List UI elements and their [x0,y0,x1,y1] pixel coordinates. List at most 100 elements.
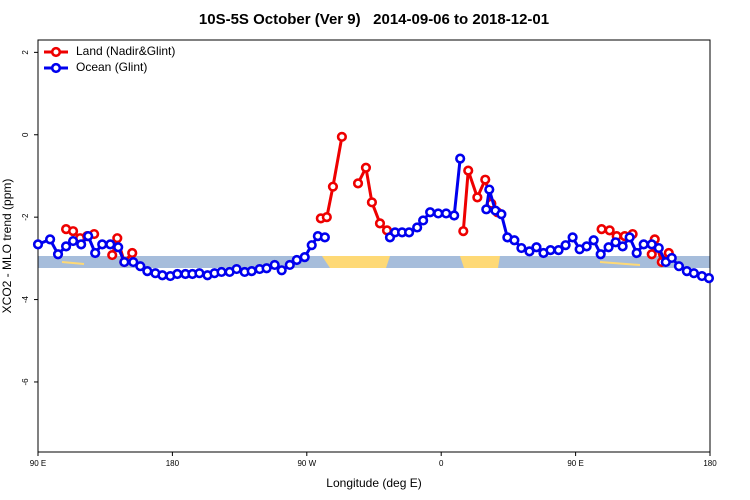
data-point [509,235,520,246]
data-point [481,204,492,215]
data-point [581,241,592,252]
surface-strip [38,256,710,268]
data-point [291,254,302,266]
data-point [321,212,332,223]
data-point [567,232,578,243]
data-point [610,237,621,248]
data-point [703,273,715,284]
data-point [524,246,535,257]
data-point [127,247,138,259]
data-point [553,245,564,256]
legend-marker [50,46,62,58]
data-point [516,242,527,254]
data-point [299,252,310,263]
data-point [638,239,649,250]
data-point [412,222,423,233]
series-line [65,136,670,264]
data-point [194,268,205,279]
legend-label: Land (Nadir&Glint) [76,44,175,58]
chart-title: 10S-5S October (Ver 9) 2014-09-06 to 201… [199,11,549,28]
data-point [319,232,330,243]
data-point [484,184,495,195]
data-point [688,268,699,279]
data-point [596,224,607,235]
data-point [67,235,79,247]
data-point [306,240,317,251]
data-point [449,210,460,221]
y-tick-label: 0 [21,132,30,137]
data-point [83,231,94,242]
data-point [216,266,227,278]
data-point [631,247,642,259]
data-point [480,174,491,185]
data-point [455,153,466,164]
data-point [560,240,571,251]
data-point [458,226,469,237]
data-point [60,241,72,252]
data-point [352,178,364,189]
x-tick-label: 0 [439,459,444,468]
data-point [433,208,444,219]
land-strip [322,256,390,268]
legend-marker [50,62,62,74]
data-point [128,256,139,268]
data-point [142,266,153,277]
data-point [604,225,615,236]
data-point [172,268,183,280]
data-point [135,261,146,272]
data-point [673,261,685,272]
data-point [617,241,628,252]
data-point [496,209,507,220]
y-tick-label: -4 [21,295,30,303]
data-point [366,197,378,208]
data-point [261,263,272,274]
data-point [418,215,429,226]
x-tick-label: 90 E [30,459,46,468]
data-point [107,249,118,261]
data-point [246,266,257,277]
data-point [646,249,657,260]
data-point [32,239,44,250]
x-tick-label: 180 [703,459,717,468]
data-point [276,265,287,276]
x-tick-label: 180 [166,459,180,468]
data-point [374,218,386,229]
data-point [624,232,635,243]
data-point [119,256,130,268]
data-point [588,235,599,246]
data-point [97,239,108,250]
data-point [112,233,123,244]
data-point [603,242,614,253]
x-tick-label: 90 W [297,459,316,468]
data-point [666,252,677,264]
data-point [231,263,242,275]
data-point [52,249,64,260]
land-strip [460,256,500,268]
data-point [545,245,556,256]
data-point [157,270,168,281]
data-point [76,239,87,250]
data-point [653,242,664,254]
data-point [105,239,116,250]
data-point [90,247,101,259]
data-point [463,165,474,176]
land-strip [61,261,641,266]
data-point [327,181,339,192]
data-point [113,242,124,253]
data-point [403,227,415,238]
y-tick-label: -2 [21,213,30,221]
y-tick-label: 2 [21,50,30,55]
data-point [67,226,79,237]
legend-label: Ocean (Glint) [76,60,147,74]
y-tick-label: -6 [21,378,30,386]
data-point [44,234,56,245]
data-point [531,242,542,253]
data-point [336,131,347,142]
data-point [269,259,280,271]
data-point [472,192,483,203]
data-point [284,259,295,271]
data-point [441,208,452,219]
x-axis-title: Longitude (deg E) [326,476,421,490]
data-point [595,249,606,260]
